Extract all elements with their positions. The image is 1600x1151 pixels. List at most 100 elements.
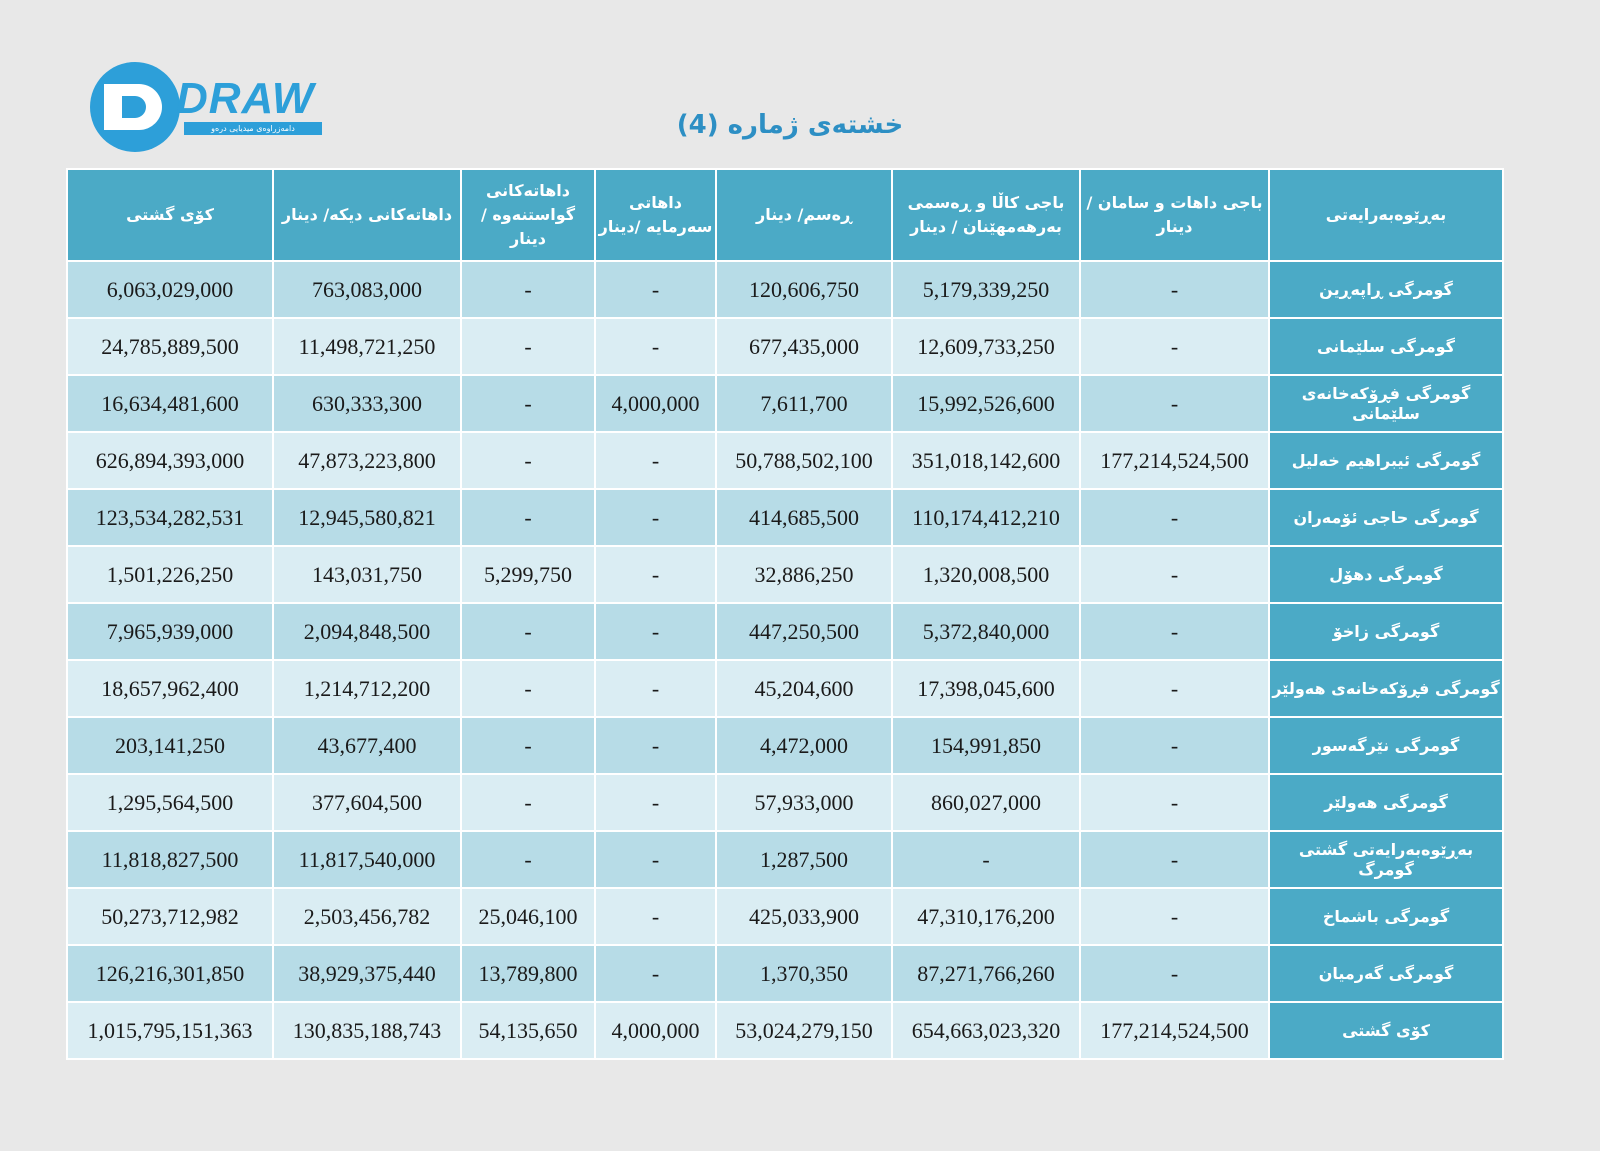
value-cell: 414,685,500 (715, 488, 893, 547)
value-cell: 2,094,848,500 (272, 602, 462, 661)
value-cell: 143,031,750 (272, 545, 462, 604)
value-cell: 11,817,540,000 (272, 830, 462, 889)
value-cell: - (594, 716, 717, 775)
value-cell: 47,873,223,800 (272, 431, 462, 490)
value-cell: - (1079, 317, 1270, 376)
value-cell: 32,886,250 (715, 545, 893, 604)
directorate-name-cell: گومرگی باشماخ (1268, 887, 1504, 946)
value-cell: 654,663,023,320 (891, 1001, 1081, 1060)
customs-revenue-table: بەڕێوەبەرایەتی باجی داهات و سامان / دینار… (66, 168, 1504, 1060)
column-header: باجی داهات و سامان / دینار (1079, 168, 1270, 262)
value-cell: 25,046,100 (460, 887, 596, 946)
directorate-name-cell: گومرگی هەولێر (1268, 773, 1504, 832)
value-cell: 43,677,400 (272, 716, 462, 775)
directorate-name-cell: کۆی گشتی (1268, 1001, 1504, 1060)
table-header-row: بەڕێوەبەرایەتی باجی داهات و سامان / دینار… (66, 168, 1504, 262)
table-row: گومرگی باشماخ -47,310,176,200 425,033,900-… (66, 887, 1504, 946)
value-cell: 630,333,300 (272, 374, 462, 433)
directorate-name-cell: گومرگی فڕۆکەخانەی سلێمانی (1268, 374, 1504, 433)
value-cell: - (1079, 716, 1270, 775)
logo-d-mark (104, 84, 162, 130)
value-cell: 24,785,889,500 (66, 317, 274, 376)
value-cell: - (460, 830, 596, 889)
logo-text: DRAW (176, 74, 315, 123)
value-cell: 1,320,008,500 (891, 545, 1081, 604)
logo-tagline: دامەزراوەی میدیایی درەو (184, 122, 322, 135)
value-cell: - (594, 488, 717, 547)
table-row: گومرگی سلێمانی -12,609,733,250 677,435,000… (66, 317, 1504, 376)
value-cell: - (594, 317, 717, 376)
value-cell: 87,271,766,260 (891, 944, 1081, 1003)
table-row: بەڕێوەبەرایەتی گشتی گومرگ - -1,287,500- -11… (66, 830, 1504, 889)
value-cell: 47,310,176,200 (891, 887, 1081, 946)
table-row: گومرگی نێرگەسور -154,991,850 4,472,000- -43… (66, 716, 1504, 775)
value-cell: 1,295,564,500 (66, 773, 274, 832)
value-cell: - (594, 830, 717, 889)
value-cell: 5,372,840,000 (891, 602, 1081, 661)
value-cell: 351,018,142,600 (891, 431, 1081, 490)
draw-logo: DRAW دامەزراوەی میدیایی درەو (90, 62, 335, 154)
value-cell: - (460, 374, 596, 433)
table-row: گومرگی فڕۆکەخانەی هەولێر -17,398,045,600 4… (66, 659, 1504, 718)
value-cell: 7,611,700 (715, 374, 893, 433)
value-cell: - (460, 773, 596, 832)
value-cell: 425,033,900 (715, 887, 893, 946)
total-row: کۆی گشتی 177,214,524,500 654,663,023,320 53… (66, 1001, 1504, 1060)
value-cell: 6,063,029,000 (66, 260, 274, 319)
value-cell: - (460, 260, 596, 319)
table-row: گومرگی ڕاپەڕین -5,179,339,250 120,606,750-… (66, 260, 1504, 319)
value-cell: 2,503,456,782 (272, 887, 462, 946)
value-cell: - (1079, 773, 1270, 832)
table-row: گومرگی زاخۆ -5,372,840,000 447,250,500- -2,… (66, 602, 1504, 661)
value-cell: - (460, 602, 596, 661)
value-cell: - (460, 659, 596, 718)
value-cell: 120,606,750 (715, 260, 893, 319)
value-cell: 1,287,500 (715, 830, 893, 889)
value-cell: - (1079, 488, 1270, 547)
directorate-name-cell: گومرگی فڕۆکەخانەی هەولێر (1268, 659, 1504, 718)
value-cell: - (1079, 659, 1270, 718)
value-cell: 13,789,800 (460, 944, 596, 1003)
directorate-name-cell: بەڕێوەبەرایەتی گشتی گومرگ (1268, 830, 1504, 889)
table-row: گومرگی هەولێر -860,027,000 57,933,000- -377… (66, 773, 1504, 832)
directorate-name-cell: گومرگی دهۆل (1268, 545, 1504, 604)
value-cell: 53,024,279,150 (715, 1001, 893, 1060)
value-cell: - (460, 488, 596, 547)
directorate-name-cell: گومرگی حاجی ئۆمەران (1268, 488, 1504, 547)
value-cell: 860,027,000 (891, 773, 1081, 832)
column-header: داهاتەکانی دیکە/ دینار (272, 168, 462, 262)
value-cell: 126,216,301,850 (66, 944, 274, 1003)
value-cell: 18,657,962,400 (66, 659, 274, 718)
column-header: بەڕێوەبەرایەتی (1268, 168, 1504, 262)
value-cell: 177,214,524,500 (1079, 1001, 1270, 1060)
value-cell: 154,991,850 (891, 716, 1081, 775)
value-cell: - (1079, 602, 1270, 661)
directorate-name-cell: گومرگی ئیبراهیم خەلیل (1268, 431, 1504, 490)
value-cell: - (460, 431, 596, 490)
value-cell: 16,634,481,600 (66, 374, 274, 433)
value-cell: 57,933,000 (715, 773, 893, 832)
value-cell: - (594, 545, 717, 604)
value-cell: - (460, 317, 596, 376)
value-cell: 377,604,500 (272, 773, 462, 832)
value-cell: - (891, 830, 1081, 889)
value-cell: 38,929,375,440 (272, 944, 462, 1003)
value-cell: - (1079, 887, 1270, 946)
value-cell: 177,214,524,500 (1079, 431, 1270, 490)
value-cell: - (1079, 260, 1270, 319)
value-cell: - (594, 944, 717, 1003)
directorate-name-cell: گومرگی نێرگەسور (1268, 716, 1504, 775)
column-header: داهاتی سەرمایە /دینار (594, 168, 717, 262)
value-cell: 50,273,712,982 (66, 887, 274, 946)
value-cell: 123,534,282,531 (66, 488, 274, 547)
value-cell: - (594, 659, 717, 718)
value-cell: 11,498,721,250 (272, 317, 462, 376)
value-cell: 4,472,000 (715, 716, 893, 775)
table-row: گومرگی ئیبراهیم خەلیل 177,214,524,500 351,… (66, 431, 1504, 490)
value-cell: 677,435,000 (715, 317, 893, 376)
value-cell: 11,818,827,500 (66, 830, 274, 889)
table-row: گومرگی دهۆل -1,320,008,500 32,886,250-5,29… (66, 545, 1504, 604)
value-cell: 54,135,650 (460, 1001, 596, 1060)
value-cell: 7,965,939,000 (66, 602, 274, 661)
value-cell: 4,000,000 (594, 1001, 717, 1060)
